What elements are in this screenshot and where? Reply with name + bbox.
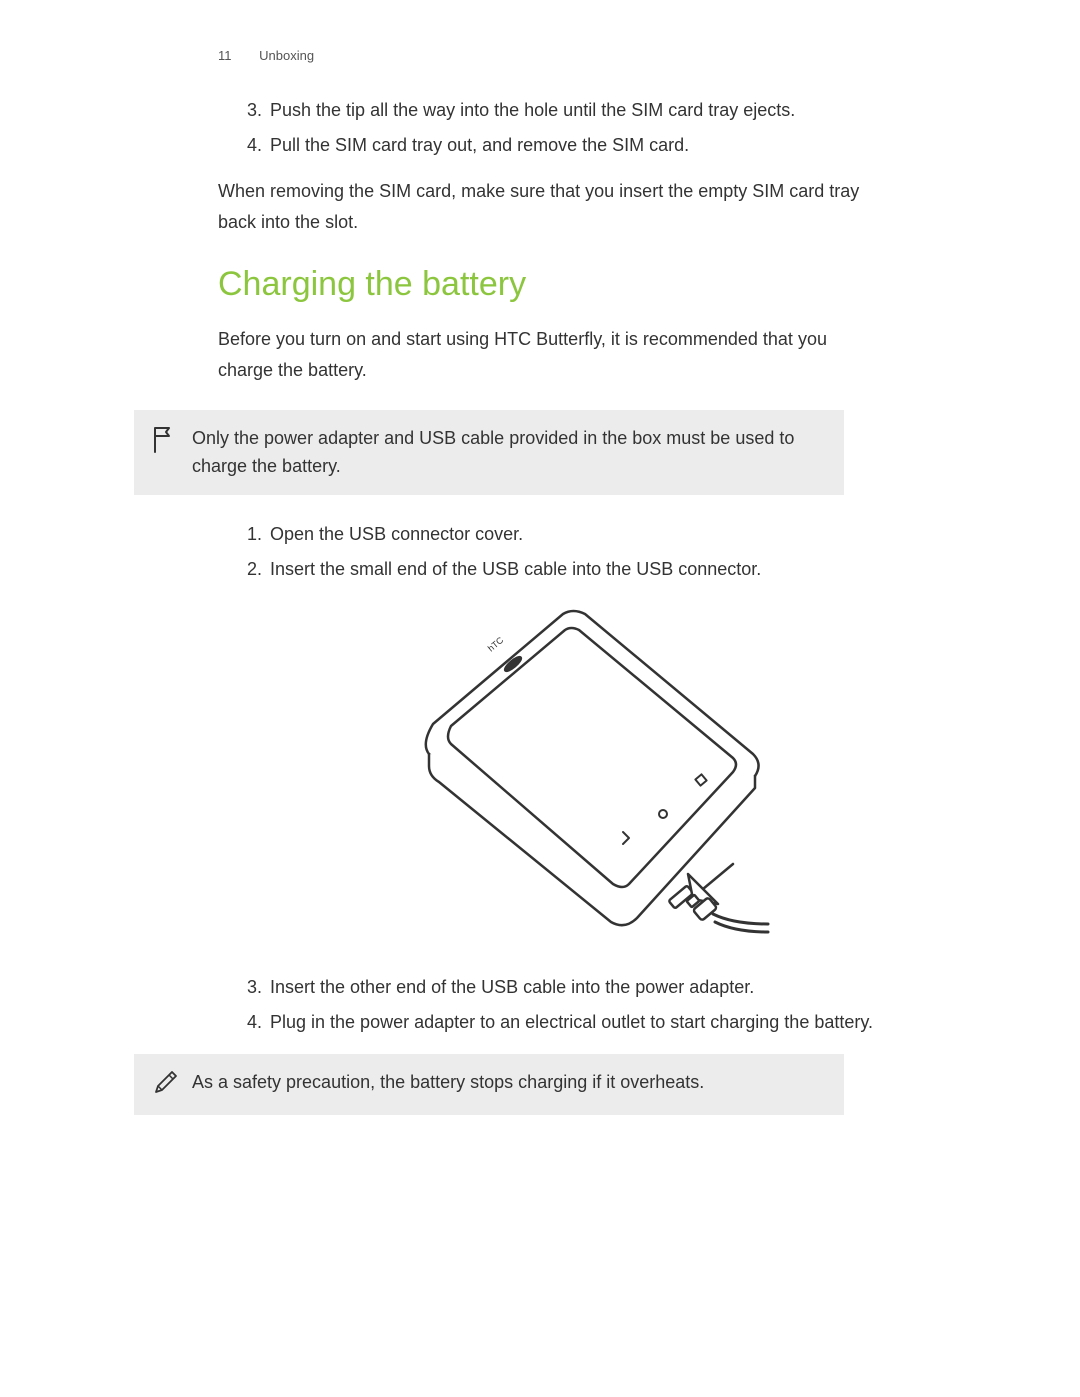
svg-text:hTC: hTC — [486, 635, 506, 654]
list-item: 3. Insert the other end of the USB cable… — [238, 972, 884, 1003]
step-text: Push the tip all the way into the hole u… — [270, 95, 795, 126]
step-number: 2. — [238, 554, 262, 585]
step-number: 1. — [238, 519, 262, 550]
page-header: 11 Unboxing — [218, 48, 884, 63]
content-container: 11 Unboxing 3. Push the tip all the way … — [218, 48, 884, 386]
flag-icon — [152, 424, 192, 459]
safety-note-text: As a safety precaution, the battery stop… — [192, 1068, 704, 1097]
step-text: Insert the small end of the USB cable in… — [270, 554, 761, 585]
phone-illustration: hTC — [262, 604, 884, 944]
header-section: Unboxing — [259, 48, 314, 63]
step-text: Plug in the power adapter to an electric… — [270, 1007, 873, 1038]
content-container-2: 1. Open the USB connector cover. 2. Inse… — [218, 519, 884, 1037]
list-item: 2. Insert the small end of the USB cable… — [238, 554, 884, 585]
charging-title: Charging the battery — [218, 265, 884, 304]
document-page: 11 Unboxing 3. Push the tip all the way … — [176, 48, 886, 1115]
important-note-box: Only the power adapter and USB cable pro… — [134, 410, 844, 496]
charging-intro: Before you turn on and start using HTC B… — [218, 324, 884, 385]
step-text: Open the USB connector cover. — [270, 519, 523, 550]
list-item: 3. Push the tip all the way into the hol… — [238, 95, 884, 126]
charging-steps-b: 3. Insert the other end of the USB cable… — [238, 972, 884, 1037]
step-text: Pull the SIM card tray out, and remove t… — [270, 130, 689, 161]
charging-steps-a: 1. Open the USB connector cover. 2. Inse… — [238, 519, 884, 584]
safety-note-box: As a safety precaution, the battery stop… — [134, 1054, 844, 1115]
step-number: 4. — [238, 130, 262, 161]
list-item: 1. Open the USB connector cover. — [238, 519, 884, 550]
page-number: 11 — [218, 48, 232, 63]
list-item: 4. Plug in the power adapter to an elect… — [238, 1007, 884, 1038]
pencil-icon — [152, 1068, 192, 1101]
step-number: 3. — [238, 95, 262, 126]
list-item: 4. Pull the SIM card tray out, and remov… — [238, 130, 884, 161]
sim-note-paragraph: When removing the SIM card, make sure th… — [218, 176, 884, 237]
sim-steps-list: 3. Push the tip all the way into the hol… — [238, 95, 884, 160]
important-note-text: Only the power adapter and USB cable pro… — [192, 424, 826, 482]
step-number: 3. — [238, 972, 262, 1003]
step-number: 4. — [238, 1007, 262, 1038]
step-text: Insert the other end of the USB cable in… — [270, 972, 754, 1003]
